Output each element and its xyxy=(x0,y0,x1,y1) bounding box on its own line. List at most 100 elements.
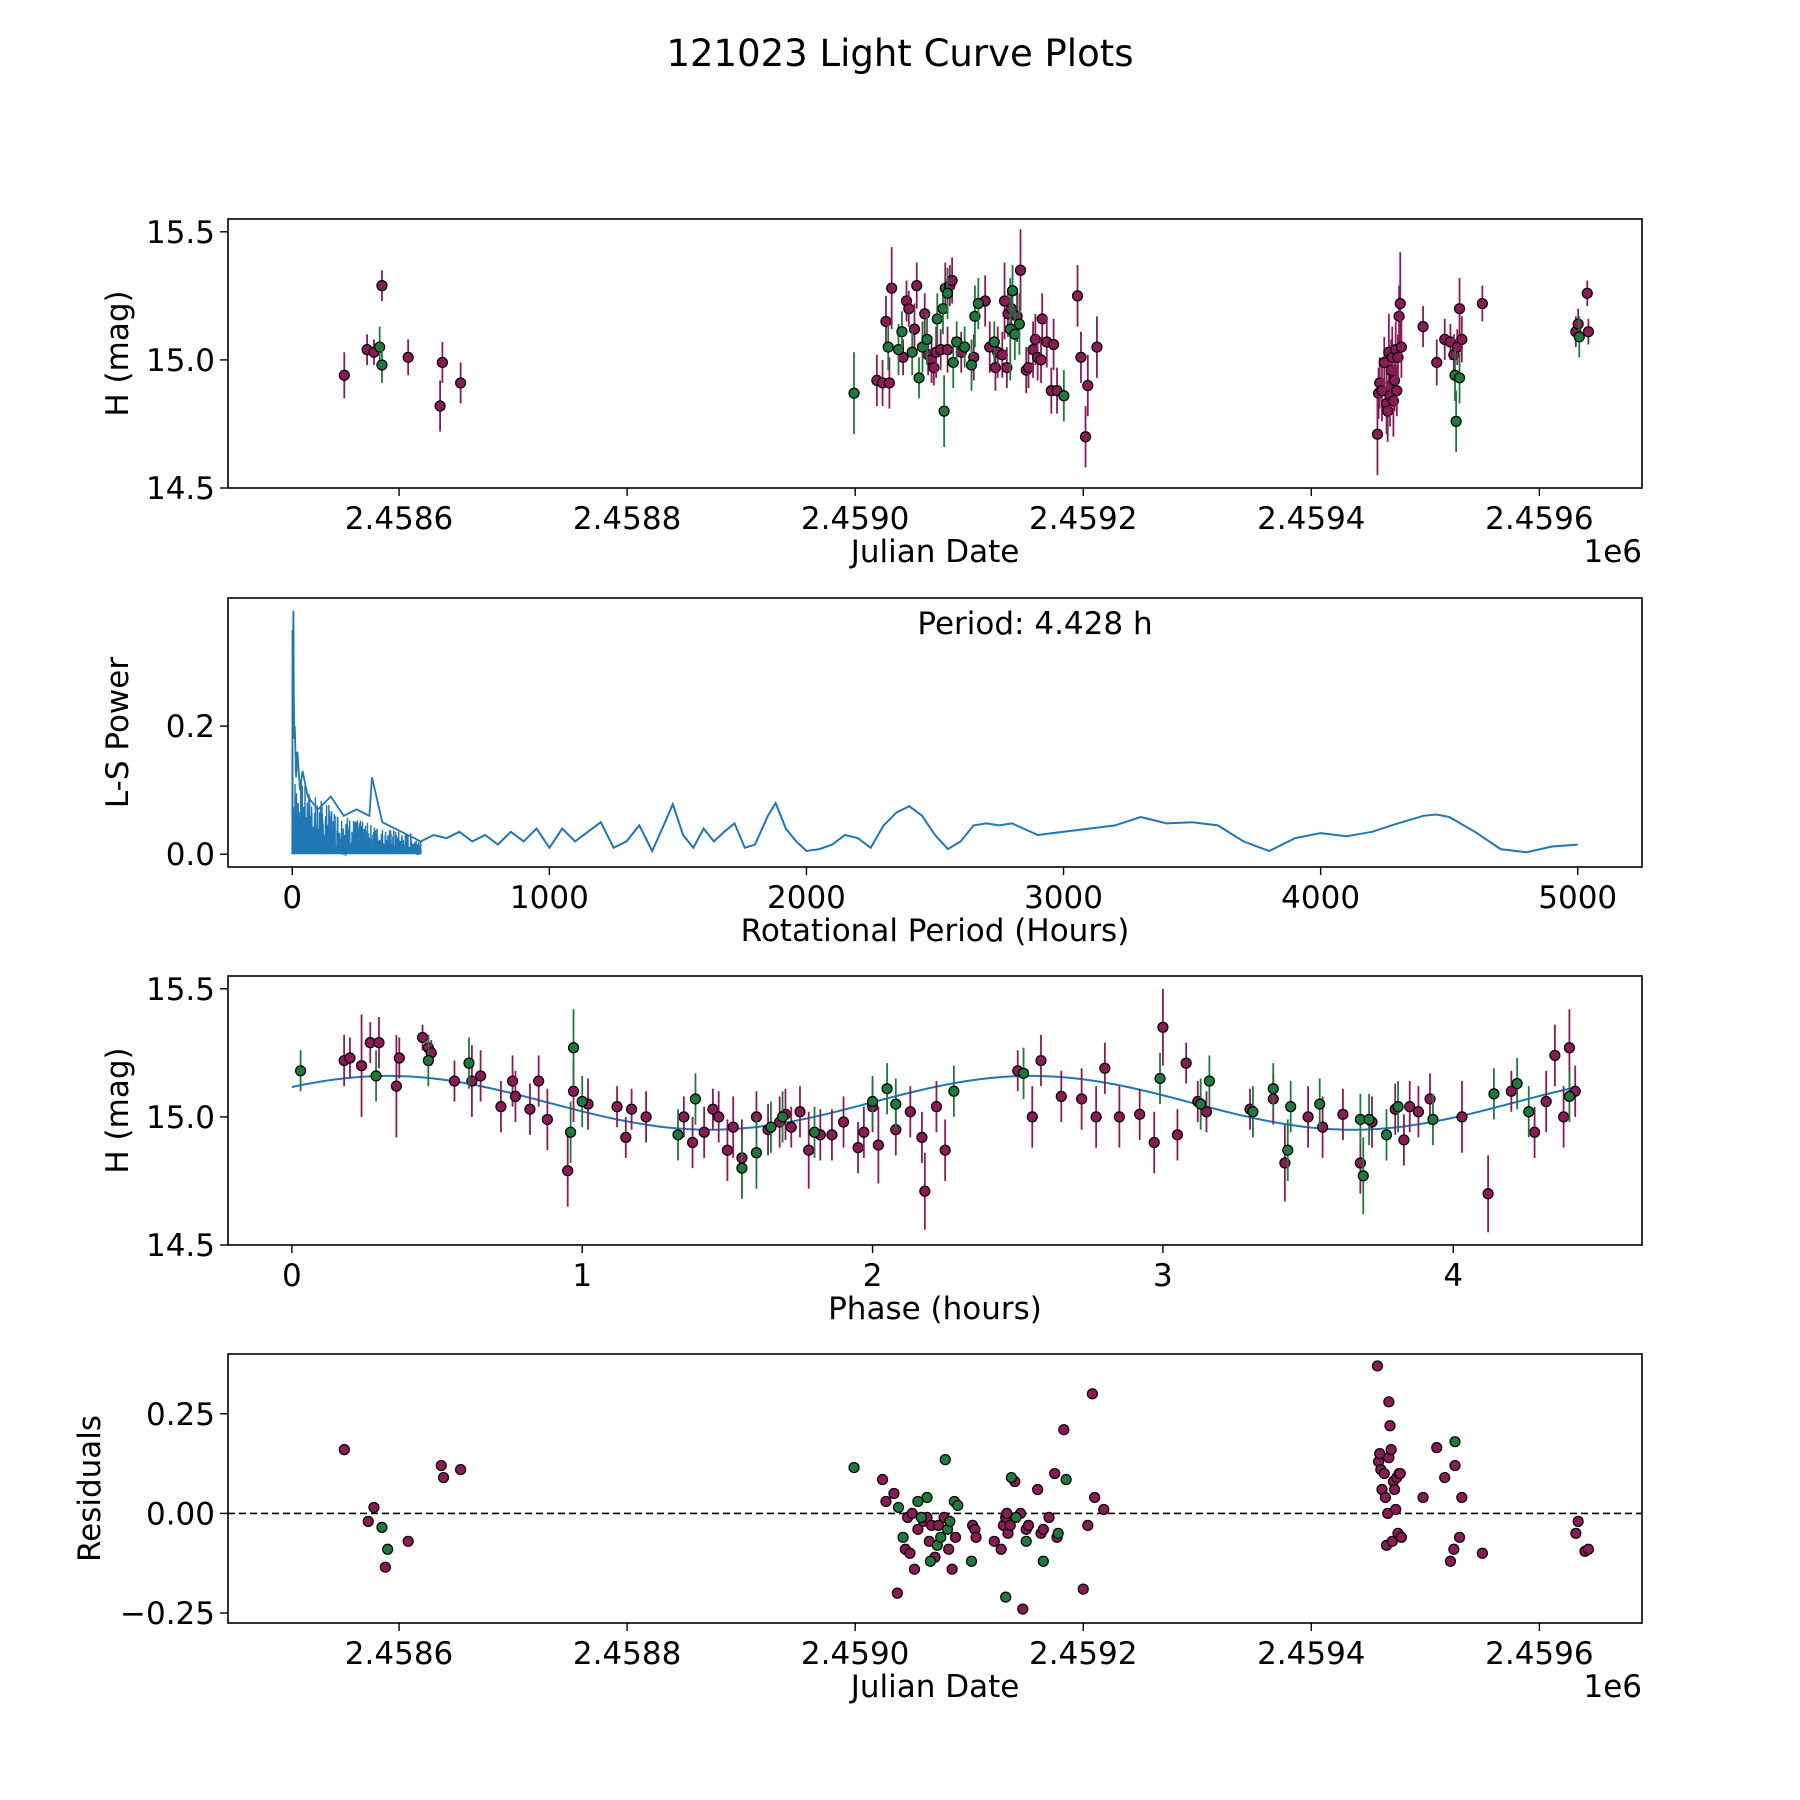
data-point-group_a xyxy=(916,1131,928,1144)
data-point-group_a xyxy=(1043,1511,1055,1523)
data-point-group_b xyxy=(912,1495,924,1508)
data-point-group_a xyxy=(1071,290,1084,302)
data-point-group_a xyxy=(928,361,940,374)
data-point-group_a xyxy=(402,351,414,363)
data-point-group_a xyxy=(1417,1491,1429,1504)
data-point-group_a xyxy=(858,1126,870,1138)
data-point-group_a xyxy=(1383,1396,1395,1408)
data-point-group_b xyxy=(376,1521,388,1533)
panel-residuals: 2.4586 2.4588 2.4590 2.4592 2.4594 2.4596 −0.2… xyxy=(72,1353,1643,1705)
data-point-group_b xyxy=(1267,1083,1279,1095)
x-tick-label: 2.4594 xyxy=(1257,501,1365,537)
data-point-group_b xyxy=(988,336,1000,348)
period-annotation: Period: 4.428 h xyxy=(917,606,1152,642)
data-point-group_a xyxy=(620,1131,632,1144)
data-point-group_a xyxy=(872,1139,884,1151)
data-point-group_b xyxy=(939,1454,951,1466)
data-point-group_a xyxy=(495,1101,507,1113)
y-axis-label: H (mag) xyxy=(100,290,136,416)
data-point-group_b xyxy=(1005,1471,1018,1484)
data-point-group_b xyxy=(1203,1075,1215,1087)
data-point-group_a xyxy=(1528,1126,1541,1138)
data-point-group_a xyxy=(1581,287,1593,299)
x-tick-label: 2.4588 xyxy=(573,1636,681,1672)
data-point-group_a xyxy=(1444,1555,1457,1567)
data-point-group_a xyxy=(1075,351,1087,363)
data-point-group_a xyxy=(1582,326,1595,338)
data-point-group_a xyxy=(1022,361,1035,374)
data-point-group_b xyxy=(382,1543,394,1555)
data-point-group_b xyxy=(937,303,949,315)
data-point-group_a xyxy=(930,1101,943,1113)
data-point-group_a xyxy=(970,1531,982,1543)
x-tick-label: 4000 xyxy=(1281,880,1360,916)
data-point-group_a xyxy=(883,377,895,389)
axes-frame xyxy=(227,597,1643,868)
data-point-group_b xyxy=(965,359,978,371)
x-tick-label: 2.4590 xyxy=(801,1636,909,1672)
data-point-group_b xyxy=(913,372,925,384)
data-point-group_a xyxy=(941,344,954,356)
data-point-group_b xyxy=(921,1491,933,1504)
data-point-group_a xyxy=(611,1101,623,1113)
axes-frame xyxy=(227,218,1643,489)
x-tick-label: 2.4590 xyxy=(801,501,909,537)
data-point-group_a xyxy=(1391,385,1403,397)
data-point-group_a xyxy=(826,1129,838,1141)
data-point-group_b xyxy=(672,1129,684,1141)
data-point-group_a xyxy=(434,400,446,412)
data-point-group_a xyxy=(908,1563,921,1575)
data-point-group_b xyxy=(1488,1088,1500,1100)
x-tick-label: 2 xyxy=(863,1258,883,1294)
data-point-group_a xyxy=(437,1471,450,1484)
x-tick-label: 2.4586 xyxy=(345,1636,453,1672)
data-point-group_a xyxy=(1394,297,1406,310)
data-point-group_a xyxy=(1082,379,1094,392)
data-point-group_b xyxy=(947,356,959,369)
data-point-group_a xyxy=(1392,351,1404,363)
data-point-group_a xyxy=(1134,1108,1146,1120)
data-point-group_a xyxy=(989,361,1002,374)
data-point-group_a xyxy=(1098,1503,1110,1516)
data-point-group_b xyxy=(896,326,908,338)
data-point-group_b xyxy=(921,333,933,346)
data-point-group_b xyxy=(1006,285,1019,297)
data-point-group_a xyxy=(1035,1054,1047,1067)
data-point-group_b xyxy=(1427,1113,1439,1126)
data-point-group_a xyxy=(379,1561,391,1573)
data-point-group_a xyxy=(686,1136,699,1149)
data-point-group_a xyxy=(1058,1424,1070,1436)
data-point-group_a xyxy=(837,1116,850,1128)
data-point-group_a xyxy=(1036,313,1048,325)
data-point-group_a xyxy=(1394,1467,1406,1480)
data-point-group_a xyxy=(1395,341,1407,353)
data-point-group_a xyxy=(1439,1471,1451,1484)
data-point-group_b xyxy=(463,1057,475,1069)
data-point-group_a xyxy=(1393,310,1405,322)
data-point-group_a xyxy=(1476,297,1488,310)
data-point-group_a xyxy=(1386,1535,1398,1547)
data-point-group_b xyxy=(1392,1101,1404,1113)
data-point-group_a xyxy=(1476,1547,1488,1559)
data-point-group_b xyxy=(1020,1535,1032,1547)
data-point-group_a xyxy=(919,308,931,320)
data-point-group_a xyxy=(524,1103,536,1115)
data-point-group_a xyxy=(713,1111,725,1123)
data-point-group_a xyxy=(1032,1483,1044,1496)
data-point-group_a xyxy=(908,323,921,335)
data-point-group_a xyxy=(355,1060,368,1072)
data-point-group_b xyxy=(1195,1098,1207,1110)
data-point-group_b xyxy=(848,1461,860,1474)
data-point-group_a xyxy=(1171,1129,1184,1141)
data-point-group_a xyxy=(1448,1543,1460,1555)
data-point-group_a xyxy=(946,1563,958,1575)
axes-frame xyxy=(227,975,1643,1246)
x-tick-label: 2.4592 xyxy=(1029,1636,1137,1672)
x-tick-label: 5000 xyxy=(1538,880,1617,916)
data-point-group_b xyxy=(689,1093,702,1105)
data-point-group_b xyxy=(1363,1113,1375,1126)
data-point-group_a xyxy=(362,1515,374,1527)
data-point-group_a xyxy=(1482,1188,1494,1200)
data-point-group_a xyxy=(1582,1543,1595,1555)
